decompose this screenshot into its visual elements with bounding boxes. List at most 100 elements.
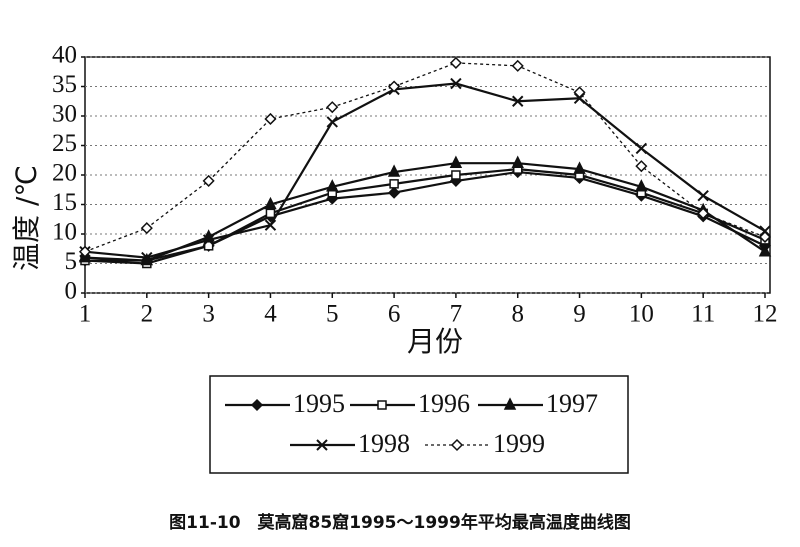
marker-shape <box>573 161 586 174</box>
marker-shape <box>758 230 772 244</box>
marker-shape <box>512 95 524 107</box>
marker-shape <box>697 189 709 202</box>
marker <box>202 174 215 187</box>
x-tick-label: 6 <box>388 301 401 328</box>
marker-shape <box>450 438 464 452</box>
legend-label: 1999 <box>493 429 545 458</box>
marker <box>511 59 524 72</box>
x-tick-label: 10 <box>629 301 654 328</box>
marker <box>449 56 462 69</box>
marker-shape <box>202 234 215 246</box>
marker <box>387 164 401 177</box>
marker <box>573 161 586 174</box>
marker <box>389 179 399 189</box>
x-tick-label: 8 <box>511 301 524 328</box>
x-tick-label: 9 <box>573 301 586 328</box>
marker <box>388 80 401 93</box>
marker <box>635 160 648 173</box>
x-tick-label: 5 <box>326 301 339 328</box>
marker-shape <box>326 179 339 192</box>
marker-shape <box>264 219 277 231</box>
y-tick-label: 30 <box>52 101 77 128</box>
marker-shape <box>511 59 524 72</box>
marker <box>326 179 339 192</box>
x-tick-label: 4 <box>264 301 277 328</box>
y-tick-label: 10 <box>52 219 77 246</box>
marker <box>450 438 464 452</box>
y-tick-label: 20 <box>52 160 77 187</box>
x-tick-label: 3 <box>202 301 215 328</box>
marker-shape <box>265 208 276 219</box>
marker-shape <box>388 186 401 199</box>
marker-shape <box>326 101 339 114</box>
marker <box>264 112 277 126</box>
x-tick-label: 12 <box>753 301 778 328</box>
y-tick-label: 0 <box>65 278 78 305</box>
legend-label: 1995 <box>293 389 345 418</box>
y-tick-label: 35 <box>52 71 77 98</box>
marker <box>265 208 276 219</box>
marker-shape <box>511 155 524 168</box>
y-tick-label: 5 <box>65 248 78 275</box>
legend-label: 1997 <box>546 389 598 418</box>
marker-shape <box>316 439 328 451</box>
series-line <box>84 162 766 262</box>
y-tick-label: 25 <box>52 130 77 157</box>
marker-shape <box>140 222 153 235</box>
marker <box>78 245 92 258</box>
marker-shape <box>141 251 153 264</box>
marker-shape <box>264 196 277 210</box>
marker <box>316 439 328 451</box>
marker-shape <box>78 245 92 258</box>
marker-shape <box>202 174 215 187</box>
marker-shape <box>635 179 648 192</box>
marker-shape <box>451 170 461 180</box>
y-tick-label: 40 <box>52 42 77 69</box>
x-tick-label: 2 <box>141 301 154 328</box>
y-axis-label: 温度 /℃ <box>10 165 43 271</box>
x-tick-label: 1 <box>79 301 92 328</box>
marker <box>503 397 517 410</box>
marker <box>250 398 264 412</box>
marker <box>697 189 709 202</box>
marker-shape <box>449 56 462 69</box>
marker <box>264 219 277 231</box>
marker <box>202 234 215 246</box>
series-line <box>85 170 766 262</box>
marker <box>449 155 463 168</box>
marker-shape <box>635 142 648 155</box>
marker <box>511 155 524 168</box>
marker <box>141 251 153 264</box>
marker-shape <box>449 155 463 168</box>
marker-shape <box>697 207 710 220</box>
marker-shape <box>503 397 517 410</box>
marker-shape <box>450 77 462 90</box>
marker-shape <box>377 400 387 410</box>
x-tick-label: 7 <box>450 301 463 328</box>
marker <box>512 95 524 107</box>
x-tick-label: 11 <box>691 301 715 328</box>
marker-shape <box>758 244 772 257</box>
series-line <box>84 82 766 259</box>
marker-shape <box>203 241 214 251</box>
marker <box>326 101 339 114</box>
legend-box <box>209 375 629 474</box>
marker <box>697 207 710 220</box>
legend-label: 1996 <box>418 389 470 418</box>
marker-shape <box>326 116 338 128</box>
marker-shape <box>635 160 648 173</box>
marker <box>758 230 772 244</box>
marker-shape <box>573 86 586 99</box>
marker <box>326 116 338 128</box>
legend-label: 1998 <box>358 429 410 458</box>
series-line <box>84 167 766 265</box>
marker <box>635 179 648 192</box>
y-tick-label: 15 <box>52 189 77 216</box>
marker <box>140 222 153 235</box>
marker-shape <box>389 179 399 189</box>
marker <box>264 196 277 210</box>
marker <box>451 170 461 180</box>
caption: 图11-10 莫高窟85窟1995～1999年平均最高温度曲线图 <box>169 512 631 533</box>
marker <box>450 77 462 90</box>
